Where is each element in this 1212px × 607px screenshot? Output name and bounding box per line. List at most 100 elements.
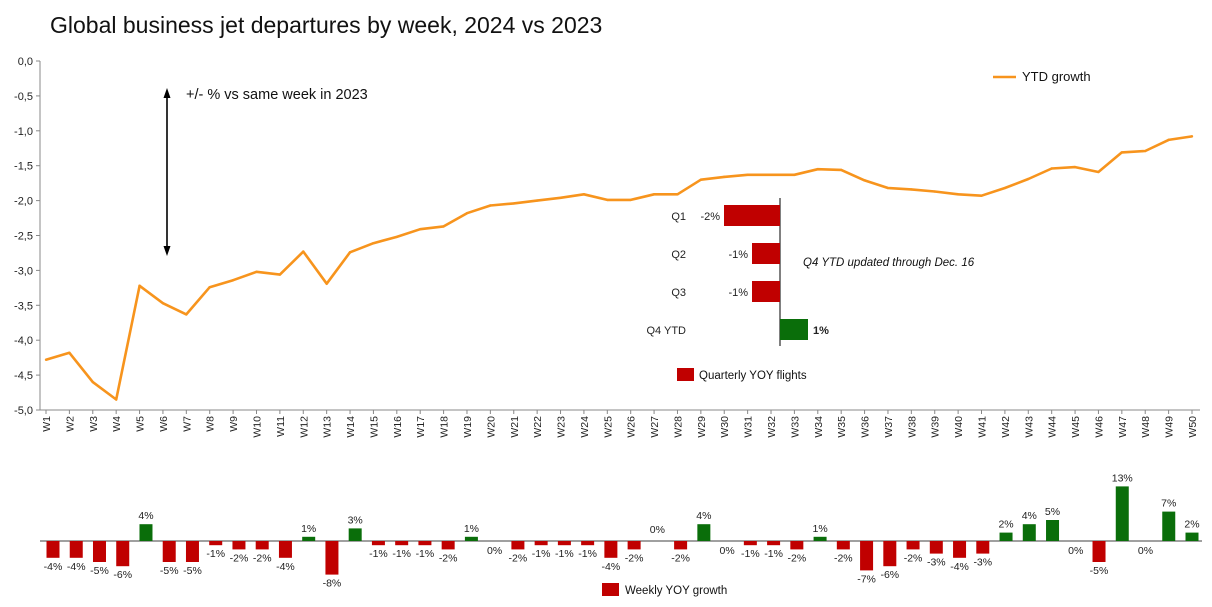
ytd-point bbox=[372, 241, 375, 245]
weekly-value-label: 1% bbox=[812, 523, 827, 535]
weekly-value-label: -5% bbox=[160, 565, 179, 577]
weekly-bar bbox=[302, 536, 316, 541]
ytd-point bbox=[886, 186, 890, 190]
ytd-point bbox=[863, 179, 866, 182]
weekly-bar bbox=[1115, 486, 1129, 541]
weekly-value-label: -2% bbox=[625, 552, 644, 564]
y-tick-label: -5,0 bbox=[14, 405, 33, 417]
y-axis: 0,0 -0,5 -1,0 -1,5 -2,0 -2,5 -3,0 -3,5 -4,0 -4,5 -… bbox=[14, 56, 41, 417]
ytd-point bbox=[980, 194, 983, 197]
weekly-value-label: -5% bbox=[90, 565, 109, 577]
ytd-point bbox=[325, 282, 328, 285]
weekly-bar bbox=[790, 541, 804, 550]
weekly-bar bbox=[767, 541, 781, 546]
weekly-value-label: 5% bbox=[1045, 506, 1060, 518]
weekly-value-label: -3% bbox=[927, 557, 946, 569]
x-tick-label: W2 bbox=[64, 416, 76, 432]
quarterly-legend-label: Quarterly YOY flights bbox=[699, 370, 807, 382]
weekly-legend-swatch bbox=[602, 583, 619, 596]
x-tick-label: W49 bbox=[1164, 416, 1176, 438]
x-tick-label: W13 bbox=[322, 416, 334, 438]
ytd-point bbox=[582, 193, 586, 196]
ytd-point bbox=[91, 380, 94, 384]
x-tick-label: W29 bbox=[696, 416, 708, 438]
x-tick-label: W26 bbox=[626, 416, 638, 438]
weekly-bar bbox=[813, 536, 827, 541]
ytd-point bbox=[652, 193, 656, 196]
weekly-bar bbox=[162, 541, 176, 562]
x-tick-label: W18 bbox=[439, 416, 451, 438]
weekly-bar-chart: -4% -4% -5% -6% 4% -5% -5% -1% -2% -2% -4% 1% -8% 3% -… bbox=[40, 472, 1202, 597]
weekly-value-label: -1% bbox=[392, 548, 411, 560]
ytd-point bbox=[839, 168, 843, 172]
weekly-bar bbox=[627, 541, 641, 550]
ytd-point bbox=[465, 211, 469, 215]
quarterly-category-label: Q3 bbox=[671, 287, 686, 299]
ytd-point bbox=[723, 175, 726, 179]
x-tick-label: W42 bbox=[1000, 416, 1012, 438]
ytd-point bbox=[395, 235, 399, 239]
x-tick-label: W12 bbox=[298, 416, 310, 438]
weekly-value-label: -4% bbox=[67, 561, 86, 573]
weekly-bar bbox=[1046, 520, 1060, 541]
x-tick-label: W46 bbox=[1093, 416, 1105, 438]
x-tick-label: W5 bbox=[135, 416, 147, 432]
weekly-value-label: -8% bbox=[323, 578, 342, 590]
weekly-value-label: -2% bbox=[439, 552, 458, 564]
quarterly-legend: Quarterly YOY flights bbox=[677, 368, 807, 382]
quarterly-value-label: -1% bbox=[728, 249, 748, 261]
x-tick-label: W20 bbox=[485, 416, 497, 438]
x-tick-label: W19 bbox=[462, 416, 474, 438]
ytd-point bbox=[68, 351, 71, 354]
weekly-bar bbox=[1022, 524, 1036, 541]
weekly-bar bbox=[209, 541, 223, 546]
ytd-point bbox=[489, 204, 492, 207]
ytd-point bbox=[956, 193, 960, 196]
quarterly-value-label: -2% bbox=[700, 211, 720, 223]
ytd-point bbox=[699, 178, 703, 181]
weekly-value-label: 4% bbox=[138, 510, 153, 522]
weekly-value-label: 2% bbox=[998, 519, 1013, 531]
weekly-bar bbox=[534, 541, 548, 546]
quarterly-bar bbox=[752, 281, 780, 302]
weekly-bar bbox=[232, 541, 246, 550]
weekly-value-label: -6% bbox=[880, 569, 899, 581]
x-tick-label: W1 bbox=[41, 416, 53, 432]
x-tick-label: W6 bbox=[158, 416, 170, 432]
weekly-bar bbox=[46, 541, 60, 558]
weekly-bar bbox=[581, 541, 595, 546]
ytd-point bbox=[278, 273, 282, 276]
ytd-point bbox=[676, 193, 679, 196]
x-tick-label: W21 bbox=[509, 416, 521, 438]
weekly-bar bbox=[395, 541, 409, 546]
x-tick-label: W44 bbox=[1047, 416, 1059, 438]
weekly-value-label: -2% bbox=[787, 552, 806, 564]
weekly-bar bbox=[69, 541, 83, 558]
ytd-point bbox=[512, 202, 515, 205]
annotation-arrow bbox=[163, 88, 171, 256]
weekly-value-label: -2% bbox=[834, 552, 853, 564]
weekly-value-label: -1% bbox=[555, 548, 574, 560]
weekly-value-label: 0% bbox=[720, 545, 735, 557]
quarterly-bars: Q1 -2% Q2 -1% Q3 -1% Q4 YTD 1% bbox=[646, 198, 829, 346]
weekly-bar bbox=[511, 541, 525, 550]
ytd-point bbox=[1190, 135, 1194, 138]
x-tick-label: W30 bbox=[719, 416, 731, 438]
weekly-bar bbox=[976, 541, 990, 554]
weekly-bar bbox=[371, 541, 385, 546]
weekly-value-label: -1% bbox=[532, 548, 551, 560]
x-tick-label: W45 bbox=[1070, 416, 1082, 438]
weekly-value-label: -7% bbox=[857, 573, 876, 585]
annotation-label: +/- % vs same week in 2023 bbox=[186, 87, 368, 103]
weekly-value-label: 1% bbox=[464, 523, 479, 535]
weekly-bar bbox=[836, 541, 850, 550]
weekly-value-label: -4% bbox=[276, 561, 295, 573]
x-tick-label: W14 bbox=[345, 416, 357, 438]
ytd-point bbox=[1120, 151, 1124, 154]
weekly-value-label: -2% bbox=[230, 552, 249, 564]
ytd-point bbox=[1167, 138, 1170, 142]
x-tick-label: W27 bbox=[649, 416, 661, 438]
weekly-legend-label: Weekly YOY growth bbox=[625, 585, 727, 597]
weekly-bar bbox=[255, 541, 269, 550]
ytd-point bbox=[559, 196, 562, 200]
